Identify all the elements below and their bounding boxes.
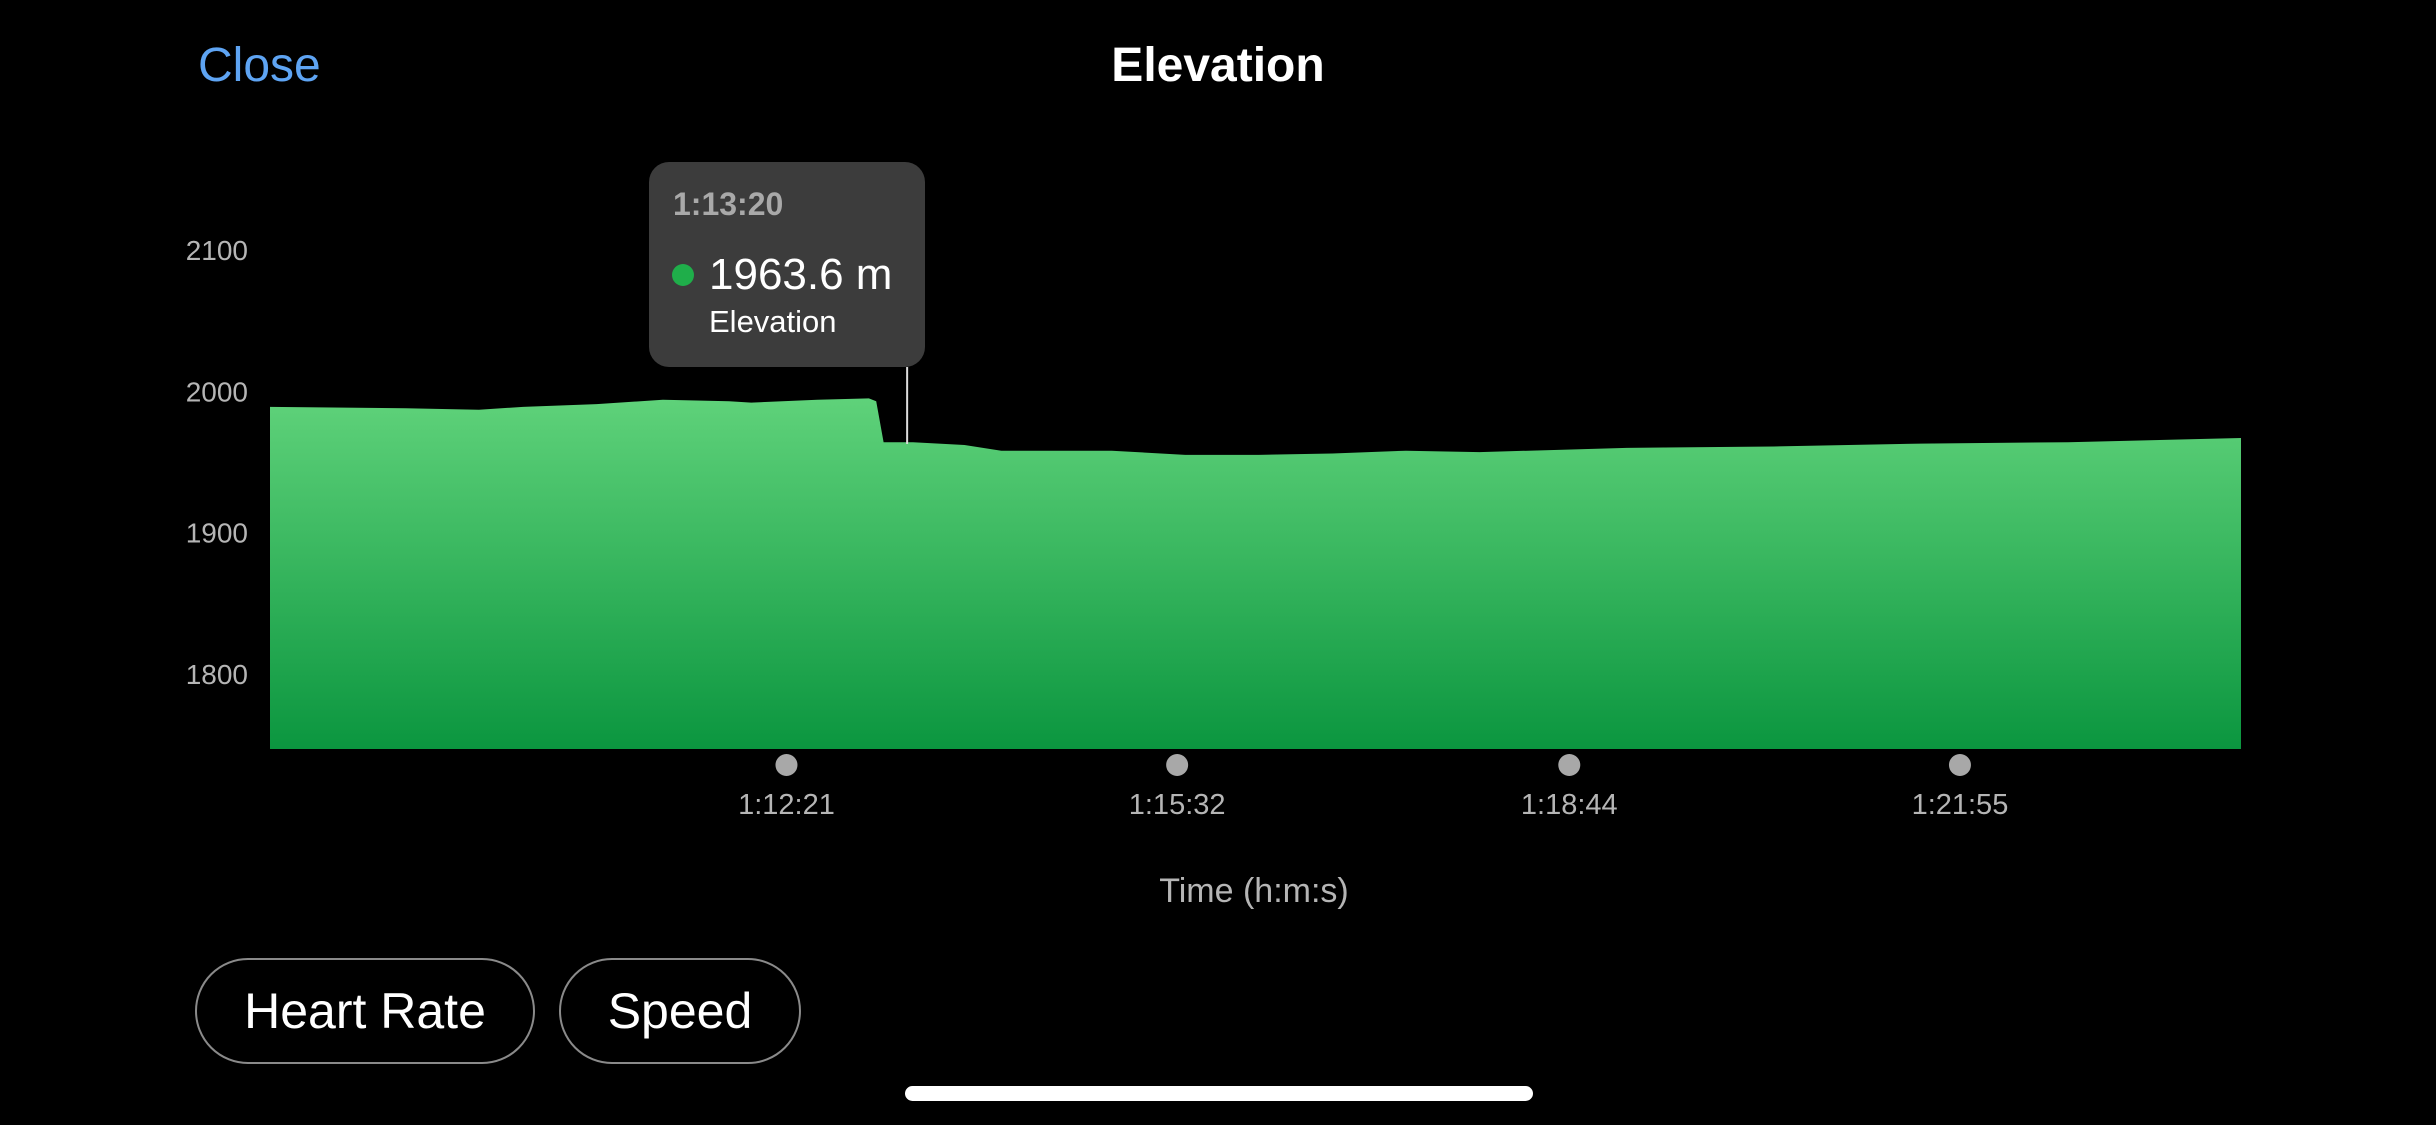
x-tick-label: 1:15:32 (1129, 789, 1226, 821)
y-axis: 1800 1900 2000 2100 (186, 235, 248, 690)
y-tick-label: 1800 (186, 659, 248, 690)
tooltip-series-name: Elevation (709, 304, 837, 339)
x-tick-label: 1:12:21 (738, 789, 835, 821)
x-tick-label: 1:18:44 (1521, 789, 1618, 821)
x-tick-marker (1166, 754, 1189, 776)
y-tick-label: 2000 (186, 376, 248, 407)
x-tick-marker (1558, 754, 1581, 776)
x-axis: 1:12:21 1:15:32 1:18:44 1:21:55 (738, 754, 2008, 821)
x-tick-marker (1948, 754, 1971, 776)
x-axis-label: Time (h:m:s) (1159, 872, 1349, 910)
series-dot-icon (672, 264, 694, 286)
y-tick-label: 2100 (186, 235, 248, 266)
x-tick-label: 1:21:55 (1912, 789, 2009, 821)
tooltip-time: 1:13:20 (673, 186, 784, 222)
y-tick-label: 1900 (186, 518, 248, 549)
elevation-area (270, 398, 2241, 749)
speed-button[interactable]: Speed (559, 958, 801, 1064)
chart-tooltip: 1:13:20 1963.6 m Elevation (649, 162, 925, 367)
close-button[interactable]: Close (198, 39, 321, 92)
heart-rate-button[interactable]: Heart Rate (195, 958, 535, 1064)
page-title: Elevation (1111, 39, 1325, 92)
home-indicator[interactable] (905, 1086, 1533, 1101)
x-tick-marker (775, 754, 798, 776)
tooltip-value: 1963.6 m (709, 250, 893, 299)
